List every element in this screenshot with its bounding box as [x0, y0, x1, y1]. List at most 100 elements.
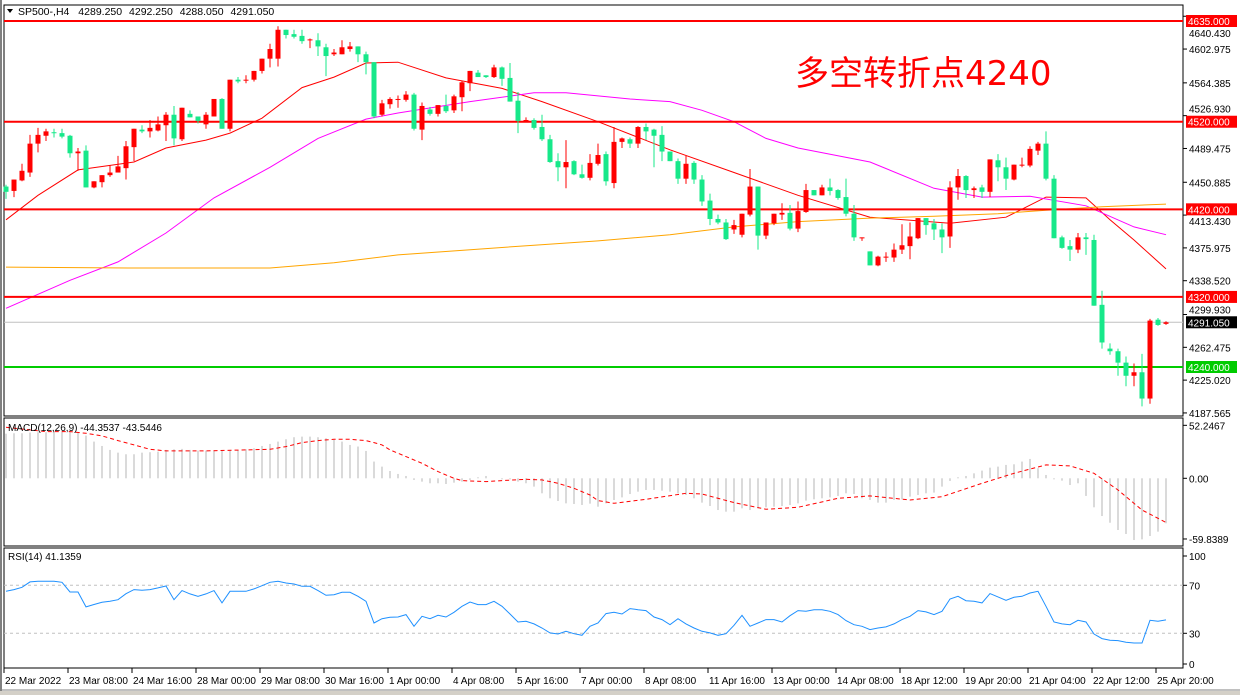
- candle: [787, 204, 793, 231]
- candle-body: [595, 155, 601, 164]
- candle: [819, 184, 825, 196]
- candle: [395, 95, 401, 108]
- macd-axis-label: -59.8389: [1189, 535, 1229, 546]
- candle: [707, 193, 713, 226]
- rsi-axis-label: 100: [1189, 552, 1206, 563]
- rsi-panel[interactable]: 100 70 30 0 RSI(14) 41.1359: [3, 547, 1206, 671]
- candle: [195, 116, 201, 124]
- price-axis-label: 4262.475: [1189, 343, 1231, 354]
- candle-body: [787, 212, 793, 229]
- candle-body: [1019, 164, 1025, 166]
- candle: [907, 222, 913, 260]
- candle-body: [563, 162, 569, 168]
- candle-body: [35, 134, 41, 144]
- candle-body: [1067, 246, 1073, 250]
- time-axis-label: 4 Apr 08:00: [453, 676, 505, 687]
- candle-body: [627, 139, 633, 144]
- price-axis-label: 4526.930: [1189, 105, 1231, 116]
- candle: [347, 42, 353, 52]
- candle: [131, 128, 137, 162]
- candle: [459, 80, 465, 112]
- candle: [19, 163, 25, 182]
- price-axis-label: 4338.520: [1189, 277, 1231, 288]
- price-axis-label: 4375.975: [1189, 244, 1231, 255]
- candle: [1139, 353, 1145, 407]
- level-label: 4240.000: [1188, 363, 1230, 374]
- candle: [611, 126, 617, 189]
- price-axis-label: 4564.385: [1189, 79, 1231, 90]
- candle-body: [491, 67, 497, 78]
- candle-body: [883, 256, 889, 258]
- candle-body: [1147, 320, 1153, 399]
- candle: [147, 119, 153, 138]
- candle-body: [299, 35, 305, 42]
- candle: [379, 99, 385, 117]
- candle-body: [651, 129, 657, 136]
- time-axis-label: 11 Apr 16:00: [709, 676, 765, 687]
- candle: [851, 204, 857, 241]
- candle-body: [283, 29, 289, 36]
- candle: [915, 218, 921, 240]
- price-axis-label: 4602.975: [1189, 45, 1231, 56]
- candle-body: [139, 129, 145, 132]
- candle: [419, 102, 425, 141]
- time-axis-label: 24 Mar 16:00: [133, 676, 192, 687]
- candle-body: [859, 237, 865, 239]
- rsi-line: [5, 580, 1167, 644]
- candle: [403, 91, 409, 102]
- candle-body: [947, 187, 953, 237]
- price-panel[interactable]: 4640.430 4602.975 4564.385 4526.930 4489.475…: [3, 4, 1238, 420]
- candle: [259, 58, 265, 74]
- time-axis-label: 8 Apr 08:00: [645, 676, 697, 687]
- candle: [307, 38, 313, 49]
- candle-body: [475, 72, 481, 78]
- candle: [691, 161, 697, 184]
- candle: [955, 169, 961, 200]
- candle-body: [819, 187, 825, 196]
- candle: [843, 178, 849, 217]
- candle-body: [547, 139, 553, 163]
- candle-body: [339, 47, 345, 55]
- candle-body: [867, 251, 873, 266]
- candle-body: [579, 174, 585, 178]
- candle-body: [131, 128, 137, 148]
- candle-body: [515, 100, 521, 121]
- candle: [939, 223, 945, 254]
- level-label-box: [1186, 115, 1237, 128]
- candle: [155, 116, 161, 132]
- candle-body: [643, 126, 649, 132]
- rsi-axis-label: 0: [1189, 660, 1195, 671]
- candle-body: [915, 218, 921, 239]
- candle-body: [179, 107, 185, 140]
- candle: [451, 94, 457, 113]
- candle-body: [59, 133, 65, 137]
- candle: [1147, 318, 1153, 404]
- pivot-annotation: 多空转折点4240: [795, 54, 1052, 94]
- candle: [651, 128, 657, 168]
- macd-panel[interactable]: 52.2467 0.00 -59.8389 MACD(12,26,9) -44.353…: [3, 417, 1229, 547]
- candle-body: [459, 82, 465, 98]
- candle: [1035, 141, 1041, 156]
- candle: [1043, 131, 1049, 181]
- candle-body: [683, 163, 689, 179]
- candle-body: [907, 236, 913, 247]
- level-label-box: [1186, 15, 1237, 27]
- candle-body: [75, 151, 81, 154]
- candle-body: [99, 175, 105, 183]
- candle: [763, 222, 769, 240]
- candle-body: [379, 103, 385, 115]
- candle-body: [83, 150, 89, 188]
- candle-body: [147, 127, 153, 132]
- candle-body: [27, 143, 33, 173]
- candle-body: [419, 105, 425, 130]
- candle: [643, 123, 649, 141]
- candle-body: [355, 46, 361, 55]
- candle: [1083, 232, 1089, 255]
- candle: [835, 189, 841, 200]
- candle: [123, 141, 129, 180]
- candle: [3, 184, 9, 199]
- candle-body: [267, 49, 273, 59]
- triangle-down-icon[interactable]: [7, 9, 13, 13]
